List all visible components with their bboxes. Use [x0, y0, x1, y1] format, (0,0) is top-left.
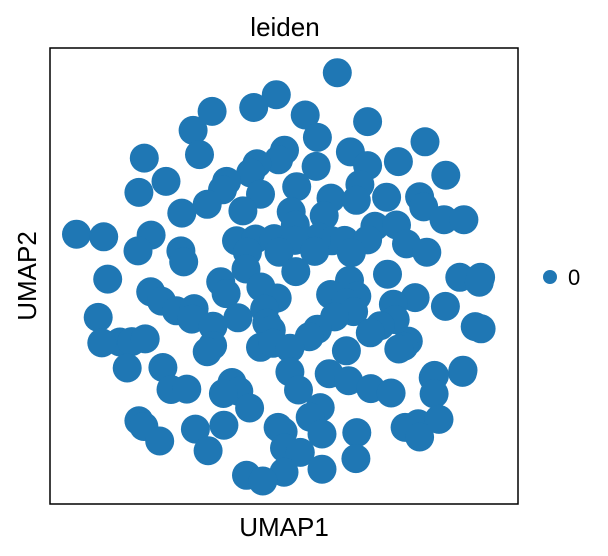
scatter-point [151, 166, 181, 196]
scatter-point [178, 115, 208, 145]
scatter-point [83, 302, 113, 332]
scatter-point [167, 198, 197, 228]
scatter-point [275, 333, 305, 363]
scatter-point [309, 201, 339, 231]
scatter-point [185, 140, 214, 170]
scatter-point [449, 205, 479, 235]
scatter-point [148, 353, 178, 382]
scatter-point [285, 437, 315, 467]
scatter-point [290, 100, 320, 130]
scatter-point [307, 419, 337, 449]
scatter-point [302, 122, 332, 152]
scatter-point [336, 238, 366, 268]
scatter-point [372, 182, 402, 212]
legend: 0 [543, 265, 580, 290]
x-axis-label: UMAP1 [239, 512, 329, 542]
scatter-point [169, 247, 199, 277]
legend-label: 0 [568, 265, 580, 290]
scatter-point [342, 418, 372, 448]
scatter-point [322, 58, 352, 88]
plot-frame [49, 47, 519, 505]
scatter-point [192, 189, 222, 219]
scatter-point [412, 237, 442, 267]
y-axis-label: UMAP2 [12, 231, 42, 321]
scatter-point [130, 324, 160, 354]
scatter-point [373, 259, 402, 289]
legend-marker [543, 270, 557, 284]
scatter-point [405, 422, 435, 452]
scatter-point [93, 264, 123, 294]
scatter-point [235, 393, 265, 423]
scatter-point [430, 291, 460, 321]
scatter-point [112, 353, 142, 383]
scatter-points [62, 58, 496, 496]
scatter-point [353, 107, 383, 137]
scatter-point [145, 426, 175, 456]
scatter-point [341, 444, 371, 474]
scatter-point [261, 80, 291, 110]
scatter-point [223, 303, 253, 333]
scatter-point [281, 257, 311, 287]
scatter-point [334, 366, 364, 396]
scatter-point [264, 145, 294, 175]
scatter-point [355, 318, 385, 348]
scatter-point [62, 219, 91, 249]
scatter-point [208, 379, 238, 408]
scatter-point [300, 236, 330, 266]
scatter-point [341, 185, 371, 215]
scatter-point [197, 96, 227, 126]
scatter-point [376, 378, 406, 408]
scatter-point [284, 375, 313, 405]
scatter-point [193, 436, 223, 466]
scatter-point [410, 127, 440, 157]
scatter-point [180, 414, 210, 444]
scatter-point [129, 143, 159, 173]
scatter-point [228, 196, 258, 226]
scatter-point [264, 237, 294, 267]
scatter-point [464, 267, 494, 297]
scatter-point [123, 236, 153, 266]
scatter-point [172, 374, 202, 404]
scatter-point [383, 147, 413, 177]
scatter-point [384, 334, 414, 364]
scatter-point [248, 466, 278, 496]
scatter-point [419, 379, 449, 409]
scatter-point [87, 328, 117, 358]
scatter-point [331, 336, 361, 366]
scatter-point [307, 454, 337, 484]
scatter-point [424, 404, 454, 434]
scatter-point [282, 172, 312, 202]
chart-title: leiden [250, 12, 319, 42]
scatter-point [192, 337, 222, 367]
scatter-point [466, 314, 496, 344]
scatter-point [209, 410, 239, 440]
scatter-point [89, 222, 119, 252]
scatter-point [431, 160, 461, 190]
scatter-point [211, 279, 241, 309]
scatter-point [448, 355, 478, 385]
scatter-point [429, 205, 459, 235]
scatter-point [301, 151, 331, 181]
scatter-point [239, 93, 269, 122]
scatter-point [124, 177, 154, 207]
